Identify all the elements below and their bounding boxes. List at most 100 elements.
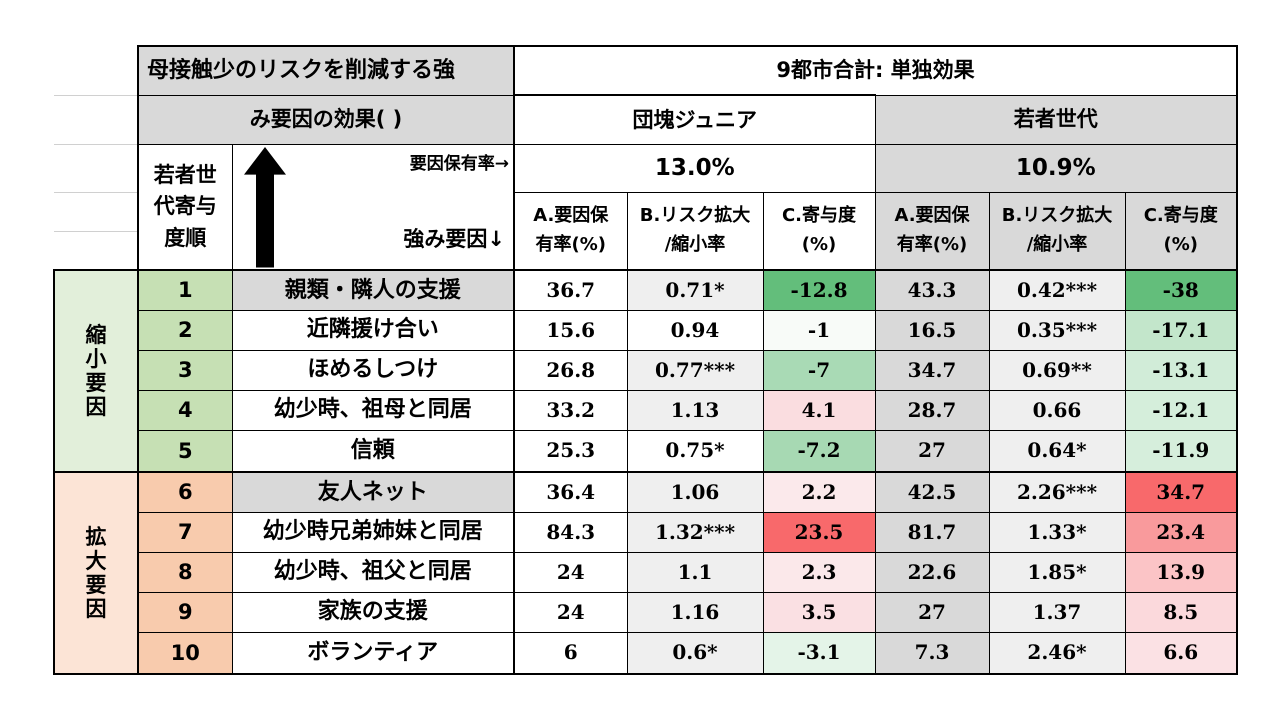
dj-rate-cell: 84.3	[513, 511, 628, 553]
dj-contrib-cell: 4.1	[762, 389, 876, 431]
dj-ratio-cell: 0.75*	[626, 429, 764, 473]
dj-ratio-cell: 0.77***	[626, 349, 764, 391]
young-rate-cell: 27	[874, 591, 990, 633]
dj-ratio-cell: 0.94	[626, 309, 764, 351]
young-ratio-cell: 2.26***	[988, 471, 1126, 513]
young-ratio-cell: 1.33*	[988, 511, 1126, 553]
col-header-a-line1: A.要因保	[894, 204, 970, 226]
table-title-line2: み要因の効果( )	[137, 94, 515, 145]
col-header-c-young: C.寄与度 (%)	[1124, 191, 1238, 271]
dj-ratio-cell: 1.32***	[626, 511, 764, 553]
dj-contrib-cell: 2.2	[762, 471, 876, 513]
group-label-expand: 拡大要因	[53, 471, 139, 675]
col-header-a-line1: A.要因保	[533, 204, 609, 226]
dj-contrib-cell: -3.1	[762, 631, 876, 675]
col-header-c-line1: C.寄与度	[1143, 204, 1218, 226]
dj-contrib-cell: 2.3	[762, 551, 876, 593]
rank-cell: 10	[137, 631, 233, 675]
col-header-b-line1: B.リスク拡大	[639, 204, 751, 226]
factor-cell: ほめるしつけ	[231, 349, 515, 391]
blank-side	[54, 230, 139, 271]
cohort-rate-young: 10.9%	[874, 143, 1238, 193]
col-header-a-young: A.要因保有率(%)	[874, 191, 990, 271]
col-header-b-dj: B.リスク拡大/縮小率	[626, 191, 764, 271]
cohort-rate-dankai-junior: 13.0%	[513, 143, 876, 193]
rank-header-line2: 代寄与	[153, 194, 217, 218]
young-rate-cell: 28.7	[874, 389, 990, 431]
dj-rate-cell: 33.2	[513, 389, 628, 431]
young-contrib-cell: 23.4	[1124, 511, 1238, 553]
rank-cell: 7	[137, 511, 233, 553]
young-rate-cell: 22.6	[874, 551, 990, 593]
dj-contrib-cell: -7	[762, 349, 876, 391]
young-ratio-cell: 0.64*	[988, 429, 1126, 473]
young-ratio-cell: 1.85*	[988, 551, 1126, 593]
blank-side	[54, 191, 139, 232]
rank-cell: 2	[137, 309, 233, 351]
dj-ratio-cell: 1.1	[626, 551, 764, 593]
col-header-a-dj: A.要因保有率(%)	[513, 191, 628, 271]
group-label-char: 縮	[85, 322, 107, 347]
group-label-char: 要	[85, 573, 107, 597]
col-header-a-line2: 有率(%)	[896, 233, 968, 255]
dj-ratio-cell: 1.06	[626, 471, 764, 513]
dj-rate-cell: 24	[513, 551, 628, 593]
young-ratio-cell: 0.35***	[988, 309, 1126, 351]
young-ratio-cell: 0.42***	[988, 269, 1126, 311]
rank-header-line1: 若者世	[153, 162, 217, 187]
young-contrib-cell: 8.5	[1124, 591, 1238, 633]
group-label-char: 因	[85, 597, 107, 622]
young-contrib-cell: -38	[1124, 269, 1238, 311]
factor-cell: 親類・隣人の支援	[231, 269, 515, 311]
dj-contrib-cell: -7.2	[762, 429, 876, 473]
young-ratio-cell: 0.66	[988, 389, 1126, 431]
young-ratio-cell: 1.37	[988, 591, 1126, 633]
table-row: 7 幼少時兄弟姉妹と同居 84.3 1.32*** 23.5 81.7 1.33* 23.4	[54, 511, 1238, 553]
blank-side	[54, 94, 139, 145]
table-row: 8 幼少時、祖父と同居 24 1.1 2.3 22.6 1.85* 13.9	[54, 551, 1238, 593]
rank-cell: 6	[137, 471, 233, 513]
dj-rate-cell: 36.7	[513, 269, 628, 311]
blank-side	[54, 143, 139, 193]
rank-header: 若者世 代寄与 度順	[137, 143, 233, 271]
young-rate-cell: 43.3	[874, 269, 990, 311]
table-row: 10 ボランティア 6 0.6* -3.1 7.3 2.46* 6.6	[54, 631, 1238, 675]
dj-contrib-cell: 23.5	[762, 511, 876, 553]
young-contrib-cell: -12.1	[1124, 389, 1238, 431]
col-header-b-young: B.リスク拡大/縮小率	[988, 191, 1126, 271]
young-contrib-cell: 13.9	[1124, 551, 1238, 593]
dj-contrib-cell: 3.5	[762, 591, 876, 633]
young-contrib-cell: 34.7	[1124, 471, 1238, 513]
young-contrib-cell: -11.9	[1124, 429, 1238, 473]
col-header-b-line2: /縮小率	[1026, 233, 1088, 255]
col-header-c-line2: (%)	[1163, 233, 1199, 255]
blank-corner	[54, 46, 138, 95]
group-label-char: 要	[85, 371, 107, 395]
rank-cell: 1	[137, 269, 233, 311]
dj-rate-cell: 25.3	[513, 429, 628, 473]
summary-header: 9都市合計: 単独効果	[513, 45, 1238, 96]
dj-ratio-cell: 0.71*	[626, 269, 764, 311]
table-row: 拡大要因 6 友人ネット 36.4 1.06 2.2 42.5 2.26*** 34.7	[53, 471, 1238, 675]
dj-rate-cell: 24	[513, 591, 628, 633]
dj-rate-cell: 36.4	[513, 471, 628, 513]
young-contrib-cell: 6.6	[1124, 631, 1238, 675]
young-ratio-cell: 0.69**	[988, 349, 1126, 391]
factor-cell: 近隣援け合い	[231, 309, 515, 351]
factor-cell: ボランティア	[231, 631, 515, 675]
rank-cell: 3	[137, 349, 233, 391]
table-row: 4 幼少時、祖母と同居 33.2 1.13 4.1 28.7 0.66 -12.1	[54, 389, 1238, 431]
dj-ratio-cell: 0.6*	[626, 631, 764, 675]
rank-cell: 4	[137, 389, 233, 431]
rank-cell: 8	[137, 551, 233, 593]
up-arrow-icon	[243, 146, 286, 268]
table-title-line1: 母接触少のリスクを削減する強	[137, 45, 515, 96]
risk-factor-table: 母接触少のリスクを削減する強 9都市合計: 単独効果 み要因の効果( ) 団塊ジ…	[53, 45, 1238, 675]
factor-cell: 信頼	[231, 429, 515, 473]
rank-header-line3: 度順	[164, 225, 207, 250]
dj-ratio-cell: 1.13	[626, 389, 764, 431]
dj-rate-cell: 15.6	[513, 309, 628, 351]
col-header-b-line2: /縮小率	[664, 233, 726, 255]
col-header-a-line2: 有率(%)	[535, 233, 607, 255]
col-header-c-dj: C.寄与度 (%)	[762, 191, 876, 271]
